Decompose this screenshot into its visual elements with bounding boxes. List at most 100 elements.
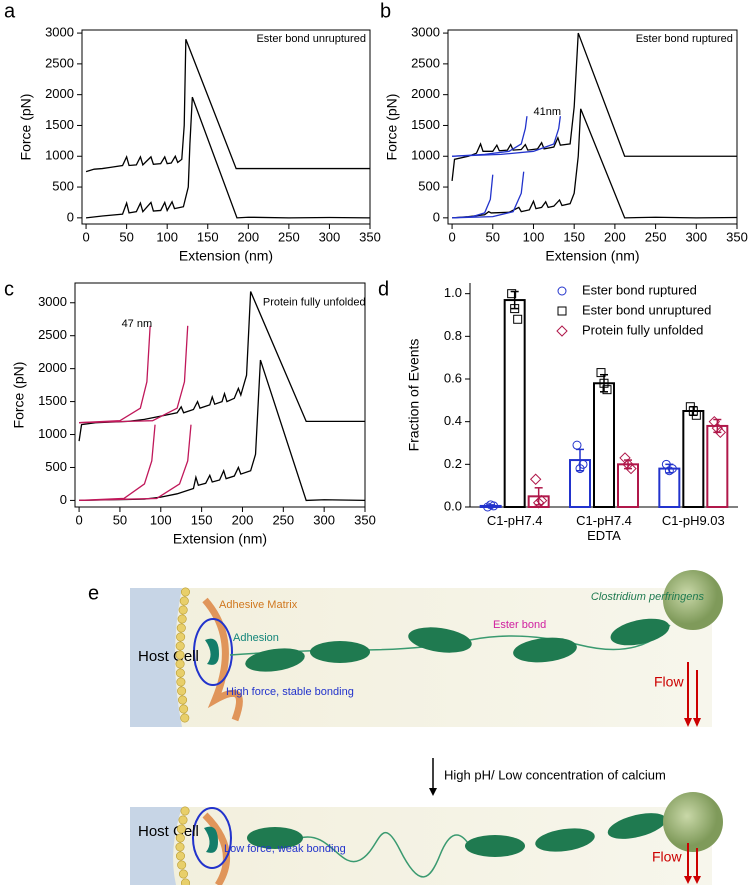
host-cell [130, 807, 182, 885]
marker [513, 314, 523, 324]
legend-label: Protein fully unfolded [582, 322, 703, 337]
y-tick-label: 1500 [411, 117, 440, 132]
protein-domains [245, 618, 670, 672]
y-tick-label: 2500 [45, 55, 74, 70]
trace [452, 116, 561, 157]
marker [602, 385, 612, 395]
trace [78, 291, 365, 442]
marker [557, 286, 567, 296]
x-tick-label: 300 [313, 512, 335, 527]
y-tick-label: 3000 [38, 294, 67, 309]
panel-letter: b [380, 0, 391, 22]
membrane-bead [178, 815, 188, 825]
membrane-bead [178, 869, 188, 879]
y-tick-label: 1000 [38, 426, 67, 441]
panel-letter: c [4, 278, 14, 300]
y-tick-label: 1500 [38, 393, 67, 408]
membrane-bead [178, 605, 188, 615]
y-tick-label: 3000 [45, 25, 74, 40]
marker [691, 410, 701, 420]
trace [85, 39, 370, 173]
panel-letter: d [378, 278, 389, 300]
trace [85, 96, 371, 219]
membrane-bead [175, 650, 185, 660]
x-tick-label: 300 [685, 229, 707, 244]
label: Clostridium perfringens [591, 591, 705, 603]
membrane-bead [179, 596, 189, 606]
y-axis-label: Force (pN) [11, 362, 27, 429]
y-tick-label: 500 [52, 178, 74, 193]
y-tick-label: 1.0 [444, 285, 462, 300]
membrane-bead [180, 806, 190, 816]
bar [682, 410, 705, 508]
membrane-bead [176, 632, 186, 642]
x-tick-label: C1-pH9.03 [661, 513, 725, 528]
label: Flow [654, 674, 684, 690]
trace [79, 424, 192, 502]
marker [622, 458, 634, 471]
x-tick-label: 150 [197, 229, 219, 244]
label: Adhesive Matrix [219, 599, 298, 611]
trace [452, 108, 738, 219]
x-tick-label: C1-pH7.4 EDTA [576, 513, 632, 543]
y-tick-label: 0.2 [444, 456, 462, 471]
annotation: Ester bond unruptured [256, 33, 365, 45]
matrix [202, 597, 243, 722]
trace [452, 174, 494, 219]
trace [79, 359, 366, 502]
adhesion-ellipse [192, 807, 232, 869]
marker [578, 459, 588, 469]
adhesion-ellipse [193, 618, 233, 686]
legend-label: Ester bond ruptured [582, 282, 697, 297]
label: High pH/ Low concentration of calcium [444, 767, 666, 782]
x-tick-label: 100 [150, 512, 172, 527]
marker [572, 440, 582, 450]
adhesin [204, 826, 218, 853]
y-tick-label: 2000 [38, 360, 67, 375]
bacterium [663, 792, 723, 852]
marker [489, 501, 499, 511]
label: High force, stable bonding [226, 686, 354, 698]
marker [664, 466, 674, 476]
trace [452, 171, 525, 219]
x-tick-label: 250 [645, 229, 667, 244]
membrane-bead [175, 641, 185, 651]
label: Flow [652, 849, 682, 865]
membrane-bead [176, 824, 186, 834]
membrane-bead [177, 686, 187, 696]
y-tick-label: 1000 [45, 148, 74, 163]
x-tick-label: 50 [486, 229, 500, 244]
membrane-bead [180, 713, 190, 723]
protein-domains [247, 813, 667, 857]
marker [596, 368, 606, 378]
marker [529, 473, 542, 485]
x-tick-label: 0 [75, 512, 82, 527]
membrane-bead [176, 623, 186, 633]
y-tick-label: 0.0 [444, 498, 462, 513]
y-tick-label: 1500 [45, 117, 74, 132]
marker [625, 462, 637, 475]
bottom-scene: Host Cell Low force, weak bonding Flow [130, 792, 723, 885]
annotation: Ester bond ruptured [636, 33, 733, 45]
y-axis-label: Force (pN) [18, 94, 34, 161]
membrane-bead [175, 668, 185, 678]
membrane-bead [175, 842, 185, 852]
panel-letter: a [4, 0, 16, 22]
y-tick-label: 0 [67, 209, 74, 224]
plot-frame [447, 29, 738, 225]
legend-label: Ester bond unruptured [582, 302, 711, 317]
y-tick-label: 0.4 [444, 413, 462, 428]
x-tick-label: 350 [359, 229, 381, 244]
x-tick-label: 250 [272, 512, 294, 527]
x-tick-label: 200 [237, 229, 259, 244]
x-tick-label: 350 [354, 512, 376, 527]
adhesin [205, 638, 219, 665]
x-tick-label: 150 [563, 229, 585, 244]
trace [79, 325, 151, 424]
membrane-bead [178, 695, 188, 705]
trace [79, 325, 189, 424]
panel-letter: e [88, 582, 99, 604]
marker [667, 464, 677, 474]
